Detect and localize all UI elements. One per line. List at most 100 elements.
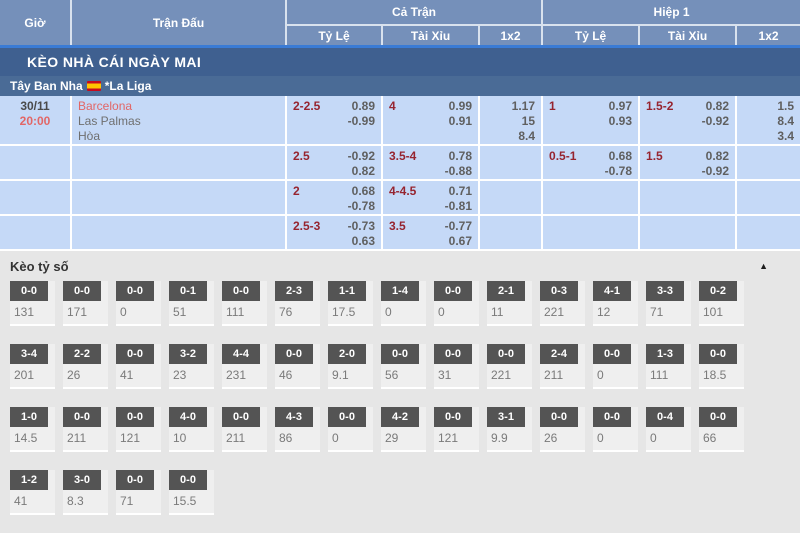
score-cell[interactable]: 3-0 8.3 — [63, 470, 108, 515]
score-box[interactable]: 1-1 — [328, 281, 366, 301]
score-box[interactable]: 0-0 — [10, 281, 48, 301]
score-cell[interactable]: 0-0 26 — [540, 407, 585, 452]
odds-value[interactable]: 0.63 — [351, 234, 375, 248]
score-cell[interactable]: 4-1 12 — [593, 281, 638, 326]
score-box[interactable]: 1-4 — [381, 281, 419, 301]
odds-value[interactable]: -0.92 — [701, 164, 730, 178]
score-cell[interactable]: 0-0 171 — [63, 281, 108, 326]
odds-value[interactable]: 0.93 — [608, 114, 633, 128]
odds-value[interactable]: 1.5 — [777, 99, 795, 113]
score-cell[interactable]: 0-0 0 — [116, 281, 161, 326]
score-cell[interactable]: 0-0 71 — [116, 470, 161, 515]
score-box[interactable]: 4-0 — [169, 407, 207, 427]
odds-value[interactable]: 0.67 — [448, 234, 472, 248]
score-box[interactable]: 0-0 — [699, 344, 737, 364]
score-box[interactable]: 0-0 — [381, 344, 419, 364]
odds-value[interactable]: 1.17 — [511, 99, 536, 113]
odds-cell[interactable]: 2.5-3 -0.73 0.63 — [287, 216, 383, 251]
match-teams-cell[interactable]: Barcelona Las Palmas Hòa — [72, 96, 287, 146]
score-box[interactable]: 2-3 — [275, 281, 313, 301]
odds-value[interactable]: -0.78 — [604, 164, 633, 178]
score-box[interactable]: 3-1 — [487, 407, 525, 427]
score-box[interactable]: 2-0 — [328, 344, 366, 364]
collapse-triangle-up-icon[interactable]: ▲ — [759, 261, 768, 271]
score-cell[interactable]: 2-2 26 — [63, 344, 108, 389]
odds-value[interactable]: 0.82 — [705, 99, 730, 113]
score-box[interactable]: 0-0 — [593, 344, 631, 364]
score-box[interactable]: 0-0 — [63, 407, 101, 427]
score-cell[interactable]: 0-4 0 — [646, 407, 691, 452]
odds-cell[interactable]: 4 0.99 0.91 — [383, 96, 480, 146]
score-cell[interactable]: 4-3 86 — [275, 407, 320, 452]
score-box[interactable]: 0-1 — [169, 281, 207, 301]
score-box[interactable]: 0-0 — [116, 470, 154, 490]
odds-cell[interactable]: 2-2.5 0.89 -0.99 — [287, 96, 383, 146]
score-box[interactable]: 0-4 — [646, 407, 684, 427]
score-box[interactable]: 0-0 — [116, 407, 154, 427]
score-cell[interactable]: 0-0 131 — [10, 281, 55, 326]
odds-cell[interactable]: 1.5 8.4 3.4 — [737, 96, 800, 146]
odds-value[interactable]: 0.68 — [608, 149, 633, 163]
score-box[interactable]: 0-0 — [63, 281, 101, 301]
league-row[interactable]: Tây Ban Nha *La Liga — [0, 76, 800, 96]
score-cell[interactable]: 1-0 14.5 — [10, 407, 55, 452]
odds-value[interactable]: -0.77 — [444, 219, 472, 233]
score-box[interactable]: 0-0 — [328, 407, 366, 427]
score-cell[interactable]: 0-0 66 — [699, 407, 744, 452]
odds-cell[interactable]: 1.5 0.82 -0.92 — [640, 146, 738, 181]
score-box[interactable]: 0-0 — [434, 281, 472, 301]
score-cell[interactable]: 0-0 15.5 — [169, 470, 214, 515]
score-cell[interactable]: 0-1 51 — [169, 281, 214, 326]
score-box[interactable]: 0-0 — [699, 407, 737, 427]
score-cell[interactable]: 0-0 31 — [434, 344, 479, 389]
score-box[interactable]: 1-0 — [10, 407, 48, 427]
score-cell[interactable]: 3-1 9.9 — [487, 407, 532, 452]
odds-value[interactable]: 3.4 — [777, 129, 795, 143]
score-box[interactable]: 4-4 — [222, 344, 260, 364]
score-cell[interactable]: 0-0 46 — [275, 344, 320, 389]
odds-value[interactable]: 0.82 — [705, 149, 730, 163]
score-cell[interactable]: 0-0 0 — [593, 407, 638, 452]
odds-value[interactable]: -0.88 — [444, 164, 472, 178]
score-cell[interactable]: 0-0 211 — [222, 407, 267, 452]
odds-cell[interactable]: 2 0.68 -0.78 — [287, 181, 383, 216]
odds-value[interactable]: 0.91 — [448, 114, 472, 128]
score-cell[interactable]: 0-0 0 — [328, 407, 373, 452]
score-cell[interactable]: 2-0 9.1 — [328, 344, 373, 389]
odds-value[interactable]: -0.81 — [444, 199, 472, 213]
odds-value[interactable]: 0.78 — [448, 149, 472, 163]
score-box[interactable]: 3-0 — [63, 470, 101, 490]
score-cell[interactable]: 2-3 76 — [275, 281, 320, 326]
score-box[interactable]: 1-2 — [10, 470, 48, 490]
score-box[interactable]: 3-4 — [10, 344, 48, 364]
score-cell[interactable]: 0-0 56 — [381, 344, 426, 389]
home-team[interactable]: Barcelona — [78, 99, 133, 113]
score-box[interactable]: 0-0 — [222, 281, 260, 301]
score-cell[interactable]: 0-0 0 — [593, 344, 638, 389]
score-cell[interactable]: 2-4 211 — [540, 344, 585, 389]
score-cell[interactable]: 4-0 10 — [169, 407, 214, 452]
score-box[interactable]: 4-1 — [593, 281, 631, 301]
odds-value[interactable]: -0.99 — [347, 114, 375, 128]
score-box[interactable]: 0-0 — [540, 407, 578, 427]
score-cell[interactable]: 4-2 29 — [381, 407, 426, 452]
score-box[interactable]: 0-3 — [540, 281, 578, 301]
score-box[interactable]: 0-0 — [116, 344, 154, 364]
score-box[interactable]: 0-0 — [222, 407, 260, 427]
odds-cell[interactable]: 3.5-4 0.78 -0.88 — [383, 146, 480, 181]
odds-value[interactable]: 0.68 — [351, 184, 375, 198]
odds-value[interactable]: 0.97 — [608, 99, 633, 113]
score-box[interactable]: 0-0 — [169, 470, 207, 490]
score-cell[interactable]: 4-4 231 — [222, 344, 267, 389]
score-cell[interactable]: 0-0 18.5 — [699, 344, 744, 389]
score-box[interactable]: 2-1 — [487, 281, 525, 301]
score-cell[interactable]: 0-0 111 — [222, 281, 267, 326]
odds-value[interactable]: 8.4 — [518, 129, 536, 143]
score-cell[interactable]: 0-0 121 — [434, 407, 479, 452]
score-cell[interactable]: 0-0 121 — [116, 407, 161, 452]
score-cell[interactable]: 0-0 211 — [63, 407, 108, 452]
odds-value[interactable]: 15 — [521, 114, 536, 128]
odds-value[interactable]: -0.78 — [347, 199, 375, 213]
score-box[interactable]: 4-3 — [275, 407, 313, 427]
score-box[interactable]: 0-0 — [593, 407, 631, 427]
